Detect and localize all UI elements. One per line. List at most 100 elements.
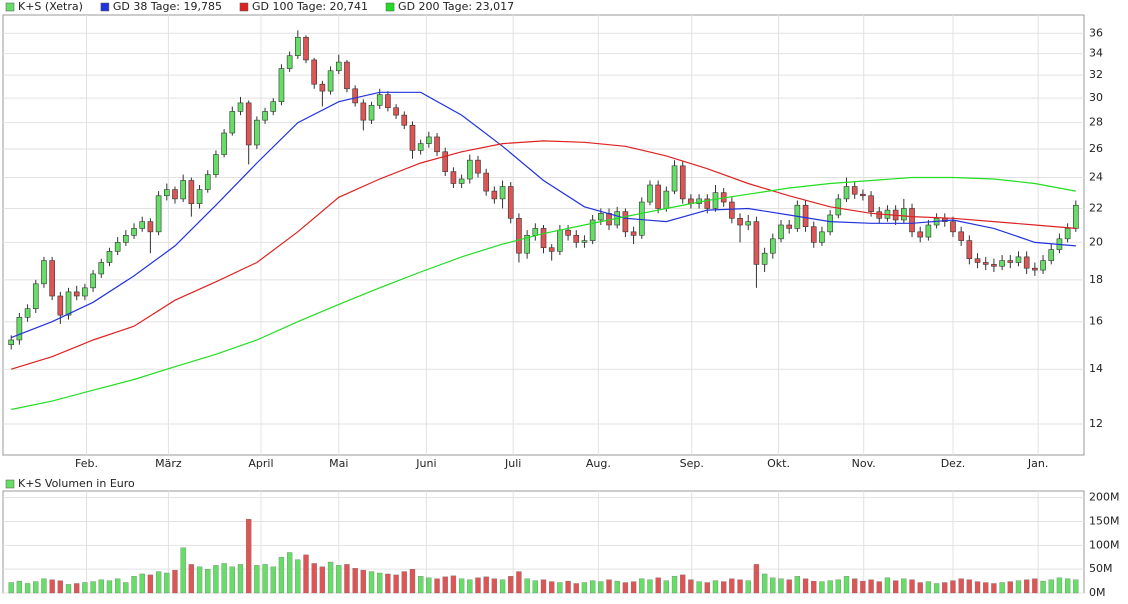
volume-bar: [360, 569, 366, 594]
candle-body: [950, 221, 956, 233]
volume-bar: [589, 580, 596, 594]
volume-bar: [442, 576, 448, 594]
y-tick-label: 36: [1089, 26, 1103, 39]
candle-body: [163, 189, 170, 197]
volume-bar: [991, 583, 997, 594]
volume-bar: [24, 583, 31, 594]
candle-body: [524, 235, 530, 254]
volume-bar: [188, 564, 195, 594]
volume-bar: [164, 572, 170, 594]
volume-bar: [606, 579, 612, 594]
candle-body: [704, 198, 711, 209]
x-tick-label: Mai: [329, 457, 348, 470]
candle-body: [262, 111, 268, 121]
volume-bar: [794, 576, 801, 594]
y-tick-label: 26: [1089, 142, 1103, 155]
candle-body: [475, 159, 481, 174]
candle-body: [835, 198, 842, 216]
candle-body: [385, 94, 391, 109]
legend-swatch: [5, 479, 15, 489]
volume-bar: [933, 583, 940, 594]
x-tick-label: Okt.: [767, 457, 790, 470]
volume-bar: [377, 572, 383, 594]
volume-bar: [8, 582, 14, 594]
candle-body: [909, 208, 915, 233]
volume-bar: [491, 578, 498, 594]
candle-body: [729, 201, 735, 219]
legend-label: GD 200 Tage: 23,017: [398, 0, 514, 13]
volume-bar: [647, 579, 653, 594]
volume-bar: [745, 580, 751, 594]
x-tick-label: März: [155, 457, 182, 470]
y-tick-label: 0M: [1089, 586, 1106, 599]
grid: [3, 15, 1084, 594]
volume-bar: [106, 580, 113, 594]
volume-bar: [958, 578, 964, 594]
volume-bar: [917, 582, 923, 594]
volume-bar: [41, 578, 47, 594]
candle-body: [573, 235, 580, 243]
volume-bar: [1007, 581, 1013, 594]
volume-bar: [524, 578, 530, 594]
volume-bar: [712, 580, 719, 594]
candle-body: [507, 186, 514, 219]
volume-bar: [172, 569, 178, 594]
candle-body: [958, 231, 964, 241]
candle-body: [974, 258, 981, 263]
y-tick-label: 200M: [1089, 491, 1120, 504]
y-tick-label: 150M: [1089, 515, 1120, 528]
candle-body: [851, 186, 858, 195]
volume-bar: [630, 581, 637, 594]
candle-body: [966, 240, 973, 260]
volume-bar: [549, 581, 555, 594]
legend-swatch: [100, 2, 110, 12]
candle-body: [565, 229, 571, 236]
volume-bar: [434, 578, 440, 594]
legend-swatch: [5, 2, 15, 12]
y-tick-label: 20: [1089, 235, 1103, 248]
candle-body: [376, 94, 383, 106]
volume-bar: [1032, 578, 1038, 594]
labels: 12 14 16 18 20 22 24 26 28 30 32 34 36 Feb. März April M…: [75, 26, 1119, 599]
candle-body: [622, 211, 629, 233]
candle-body: [24, 308, 31, 318]
volume-bar: [663, 580, 669, 594]
legend-label: GD 38 Tage: 19,785: [113, 0, 222, 13]
volume-bar: [942, 582, 948, 594]
volume-bar: [999, 582, 1005, 594]
volume-bar: [909, 579, 915, 594]
x-tick-label: Sep.: [680, 457, 704, 470]
volume-bar: [983, 582, 989, 594]
volume-bar: [1064, 578, 1071, 594]
candle-body: [180, 180, 186, 200]
marks: [8, 30, 1079, 594]
volume-bar: [499, 579, 506, 594]
candle-body: [409, 124, 416, 151]
candle-body: [761, 252, 768, 265]
volume-bar: [557, 582, 563, 594]
candle-body: [434, 136, 440, 153]
candle-body: [778, 224, 784, 240]
volume-bar: [213, 565, 219, 594]
candle-body: [450, 171, 457, 184]
volume-bar: [57, 580, 63, 594]
volume-bar: [180, 547, 186, 594]
candle-body: [581, 240, 588, 243]
volume-bar: [16, 580, 23, 594]
volume-bar: [237, 564, 244, 594]
candle-body: [516, 217, 522, 254]
volume-bar: [802, 578, 809, 594]
candle-body: [491, 190, 498, 200]
candle-body: [147, 221, 154, 233]
volume-bar: [852, 578, 858, 594]
volume-bar: [671, 576, 678, 594]
candle-body: [82, 287, 88, 297]
candle-body: [991, 264, 997, 267]
volume-bar: [843, 576, 850, 594]
volume-bar: [458, 578, 465, 594]
legend-swatch: [385, 2, 395, 12]
volume-bar: [1040, 580, 1046, 594]
x-tick-label: Nov.: [852, 457, 876, 470]
volume-bar: [614, 580, 620, 594]
volume-bar: [98, 579, 104, 594]
